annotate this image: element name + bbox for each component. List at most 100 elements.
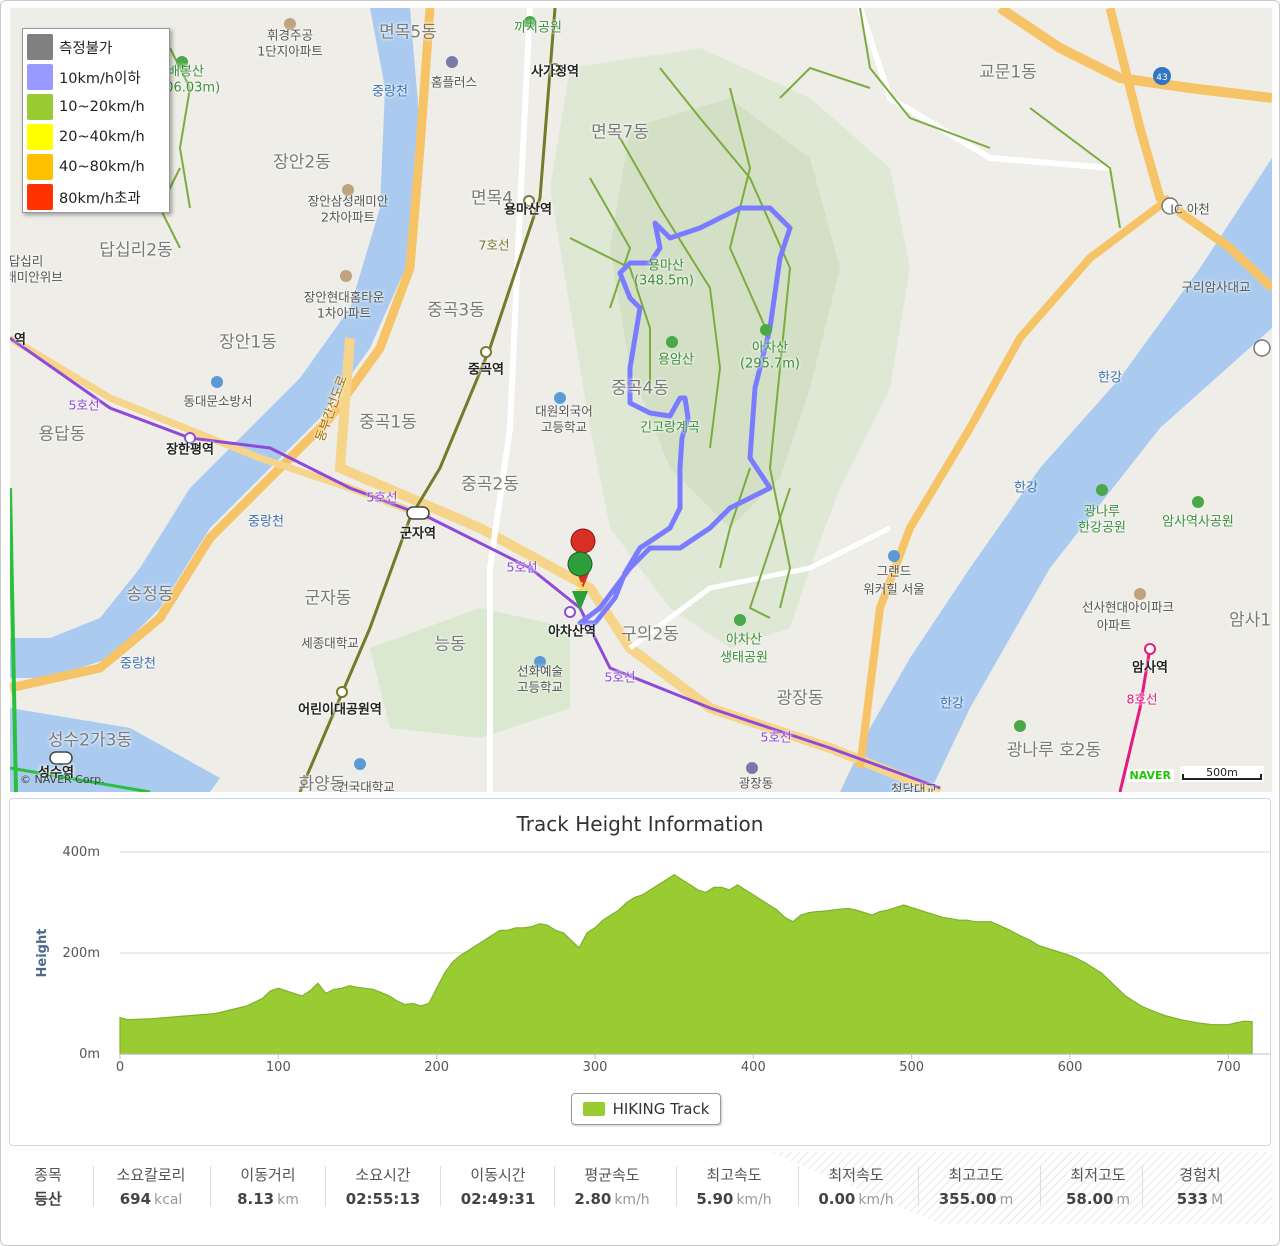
- map-label: 생태공원: [720, 650, 768, 666]
- subway-line8: [1118, 647, 1152, 792]
- legend-item: 20~40km/h: [27, 122, 165, 152]
- map-label: 성수역: [38, 765, 74, 781]
- stat-unit: kcal: [154, 1192, 183, 1208]
- stat-separator: [554, 1166, 555, 1206]
- map-label: 1단지아파트: [257, 43, 323, 59]
- stat-unit: m: [999, 1192, 1014, 1208]
- map-label: 답십리: [10, 253, 44, 269]
- map-label: 아차산: [752, 340, 788, 356]
- map-label: 화양동: [298, 774, 346, 793]
- map-label: 면목4: [470, 188, 514, 209]
- stat-title: 소요칼로리: [116, 1166, 186, 1184]
- stat-title: 최저속도: [828, 1166, 884, 1184]
- map-label: 아파트: [1096, 617, 1132, 633]
- map-label: 중곡4동: [611, 378, 669, 399]
- road-gangbyeon-n: [997, 8, 1272, 103]
- stat-number: 58.00: [1065, 1190, 1114, 1208]
- map-label: 한강: [1014, 480, 1038, 496]
- map-label: 한강: [1098, 370, 1122, 386]
- stat-unit: km/h: [736, 1192, 772, 1208]
- stat-title: 최저고도: [1070, 1166, 1126, 1184]
- poi-icons: [176, 16, 1204, 732]
- map-label: 광장동: [738, 775, 774, 791]
- hiking-track[interactable]: [577, 205, 793, 626]
- scale-label: 500m: [1206, 766, 1238, 779]
- stat-title: 이동시간: [470, 1166, 526, 1184]
- scale-line: [1182, 774, 1262, 780]
- map-label: 까치공원: [514, 20, 562, 36]
- y-tick-label: 200m: [63, 946, 100, 961]
- map-label: 장한평역: [166, 442, 214, 458]
- stat-separator: [93, 1166, 94, 1206]
- map-label: IC 아천: [1170, 201, 1210, 217]
- map-label: 중곡1동: [359, 412, 417, 433]
- stat-number: 8.13: [237, 1190, 275, 1208]
- map-label: 청담대교: [890, 781, 938, 793]
- map-label: 긴고랑계곡: [640, 420, 700, 436]
- height-chart-panel: Track Height Information 0m 200m 400m 0 100 2…: [9, 798, 1271, 1146]
- stat-separator: [676, 1166, 677, 1206]
- map-label: 5호선: [366, 489, 398, 505]
- legend-label: 측정불가: [59, 40, 113, 57]
- map-view[interactable]: 43: [10, 8, 1272, 792]
- map-label: 5호선: [760, 729, 792, 745]
- river-hangang: [840, 158, 1272, 792]
- stat-title: 종목: [34, 1166, 62, 1184]
- stats-bar: 종목 등산 소요칼로리 694 kcal 이동거리 8.13 km 소요시간 02:55:13 이동…: [10, 1152, 1272, 1224]
- stat-title: 평균속도: [584, 1166, 640, 1184]
- legend-item: 측정불가: [27, 32, 165, 62]
- map-label: 중곡역: [468, 362, 504, 378]
- subway-line-green: [10, 487, 18, 792]
- legend-swatch: [27, 184, 53, 210]
- stat-number: 등산: [34, 1190, 62, 1208]
- ic-marker: [1161, 197, 1179, 215]
- series-legend-toggle[interactable]: HIKING Track: [571, 1093, 721, 1125]
- mountain-core: [610, 98, 840, 528]
- series-legend-label: HIKING Track: [612, 1100, 710, 1118]
- legend-label: 40~80km/h: [59, 159, 145, 175]
- series-area-hiking-track: [119, 873, 1253, 1055]
- stat-value: 2.80 km/h: [557, 1186, 667, 1213]
- stat-separator: [210, 1166, 211, 1206]
- legend-swatch: [27, 34, 53, 60]
- stat-title: 이동거리: [240, 1166, 296, 1184]
- start-marker-icon[interactable]: S: [567, 551, 593, 611]
- stat-value: 58.00 m: [1043, 1186, 1153, 1213]
- route43-marker: [1153, 67, 1171, 85]
- map-label: 암사역: [1132, 660, 1168, 676]
- map-label: 선사현대아이파크: [1081, 599, 1175, 615]
- map-label: 면목5동: [379, 22, 437, 43]
- stat-title: 소요시간: [355, 1166, 411, 1184]
- legend-swatch: [27, 154, 53, 180]
- legend-item: 80km/h초과: [27, 182, 165, 212]
- river-south: [10, 708, 220, 792]
- height-chart[interactable]: 0m 200m 400m 0 100 200 300 400 500 600 700 Height: [10, 799, 1270, 1089]
- x-tick-label: 200: [424, 1060, 449, 1075]
- x-tick-label: 400: [741, 1060, 766, 1075]
- map-label: 7호선: [478, 237, 510, 253]
- map-label: 성수2가3동: [47, 730, 133, 751]
- map-label: 래미안위브: [10, 269, 63, 285]
- chart-title: Track Height Information: [516, 812, 764, 836]
- x-tick-label: 0: [116, 1060, 124, 1075]
- station-dots: [49, 63, 1156, 765]
- legend-label: 10km/h이하: [59, 70, 141, 87]
- road-ic: [1105, 8, 1272, 292]
- series-swatch: [582, 1102, 605, 1116]
- stat-item: 소요칼로리 694 kcal: [96, 1164, 206, 1216]
- y-tick-label: 400m: [63, 845, 100, 860]
- map-label: 8호선: [1126, 691, 1158, 707]
- stat-value: 8.13 km: [213, 1186, 323, 1213]
- stat-value: 02:49:31: [443, 1186, 553, 1212]
- stat-separator: [440, 1166, 441, 1206]
- map-canvas[interactable]: 43: [10, 8, 1272, 792]
- road-white-2: [487, 8, 533, 792]
- stat-unit: km/h: [858, 1192, 894, 1208]
- map-label: 능동: [434, 634, 466, 655]
- map-label: 2차아파트: [321, 209, 375, 225]
- svg-text:43: 43: [1156, 73, 1167, 83]
- map-label: 암사1: [1228, 610, 1272, 631]
- map-label: 선화예술: [516, 663, 564, 679]
- map-label: 1차아파트: [317, 305, 371, 321]
